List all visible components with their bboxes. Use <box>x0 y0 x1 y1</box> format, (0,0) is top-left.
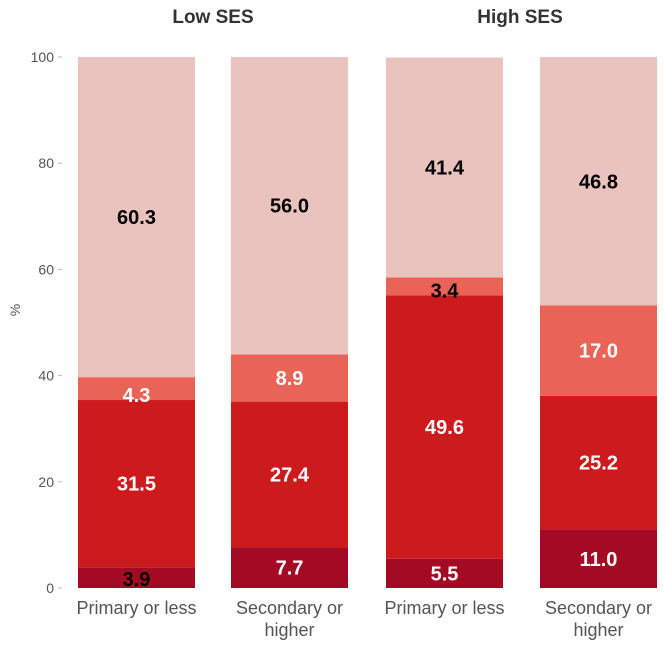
data-label: 7.7 <box>276 558 304 580</box>
y-tick-label: 60 <box>38 261 54 277</box>
panel-titles: Low SES High SES <box>172 7 562 28</box>
data-label: 8.9 <box>276 368 304 390</box>
data-label: 60.3 <box>117 207 156 229</box>
bar-segment-2 <box>540 395 657 530</box>
bar-segment-4 <box>540 57 657 306</box>
data-label: 3.4 <box>431 280 460 302</box>
bar-segment-4 <box>78 57 195 378</box>
bar-segment-4 <box>231 57 348 355</box>
x-tick-label: Secondary or higher <box>545 598 652 640</box>
data-label: 5.5 <box>431 563 459 585</box>
data-label: 31.5 <box>117 474 156 496</box>
data-label: 17.0 <box>579 341 618 363</box>
y-axis-label: % <box>7 304 23 316</box>
data-label: 49.6 <box>425 417 464 439</box>
bar-segment-3 <box>231 354 348 402</box>
bar-segment-3 <box>78 377 195 401</box>
x-tick-label: Primary or less <box>76 598 196 618</box>
y-tick-label: 80 <box>38 155 54 171</box>
data-label: 41.4 <box>425 157 465 179</box>
y-axis: % 0 20 40 60 80 100 <box>7 49 62 596</box>
y-tick-label: 0 <box>46 580 54 596</box>
data-label: 27.4 <box>270 464 310 486</box>
data-label: 11.0 <box>580 549 618 571</box>
data-label: 25.2 <box>579 453 618 475</box>
panel-title-0: Low SES <box>172 7 253 28</box>
bars: 3.9 31.5 4.3 60.3 7.7 27.4 8.9 56.0 5.5 49.6 3.4 41… <box>78 57 657 591</box>
data-label: 56.0 <box>270 196 309 218</box>
bar-segment-1 <box>231 547 348 588</box>
bar-segment-2 <box>78 400 195 568</box>
bar-segment-1 <box>78 567 195 588</box>
bar-segment-2 <box>231 401 348 548</box>
bar-segment-3 <box>540 305 657 396</box>
y-tick-label: 100 <box>31 49 55 65</box>
x-ticks: Primary or less Secondary or higher Primary… <box>76 598 652 640</box>
x-tick-label: Primary or less <box>384 598 504 618</box>
y-tick-label: 20 <box>38 474 54 490</box>
bar-segment-1 <box>540 529 657 588</box>
bar-segment-3 <box>386 277 503 296</box>
x-tick-label: Secondary or higher <box>236 598 343 640</box>
data-label: 46.8 <box>579 171 618 193</box>
panel-title-1: High SES <box>477 7 563 28</box>
bar-segment-1 <box>386 558 503 588</box>
y-tick-label: 40 <box>38 368 54 384</box>
data-label: 3.9 <box>123 569 151 591</box>
bar-segment-2 <box>386 295 503 559</box>
bar-segment-4 <box>386 57 503 278</box>
data-label: 4.3 <box>123 385 151 407</box>
